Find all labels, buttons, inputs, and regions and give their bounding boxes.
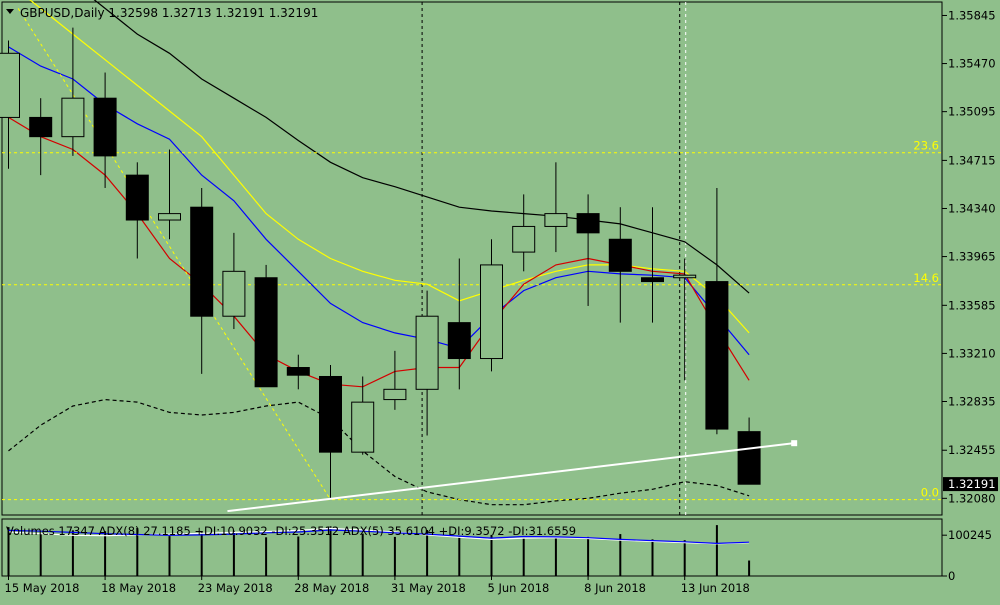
candle-body-bear — [286, 367, 310, 376]
chart-grid — [1, 1, 943, 577]
x-tick-label: 23 May 2018 — [198, 581, 273, 595]
fibonacci-level-label: 23.6 — [913, 139, 939, 153]
current-price-marker — [943, 477, 998, 492]
candle[interactable] — [93, 72, 117, 188]
overlays: 1.32191 — [227, 440, 998, 513]
y-tick-label: 1.35470 — [948, 57, 996, 71]
y-tick-label: 1.35845 — [948, 8, 996, 22]
symbol-header: GBPUSD,Daily 1.32598 1.32713 1.32191 1.3… — [20, 6, 318, 20]
candle[interactable] — [737, 417, 761, 485]
candle-body-bear — [737, 431, 761, 485]
x-tick-label: 8 Jun 2018 — [584, 581, 646, 595]
adx-line-blue — [8, 529, 750, 545]
main-plot-frame — [1, 1, 943, 516]
moving-average-black — [93, 0, 750, 294]
y-tick-label: 1.33965 — [948, 250, 996, 264]
fibonacci-levels: 23.6 14.6 0.0 — [2, 8, 942, 501]
candles — [0, 27, 761, 500]
x-tick-label: 31 May 2018 — [391, 581, 466, 595]
candle-body-bull — [0, 52, 20, 118]
candle-body-bear — [125, 174, 149, 221]
candle[interactable] — [351, 376, 375, 455]
candle-body-bear — [190, 206, 214, 317]
candle-body-bear — [29, 116, 53, 138]
candle[interactable] — [222, 232, 246, 330]
candle-body-bull — [415, 315, 439, 390]
candle-body-bear — [254, 277, 278, 388]
candle[interactable] — [576, 194, 600, 306]
candle-body-bear — [576, 213, 600, 234]
candle[interactable] — [641, 207, 664, 323]
y-tick-label: 1.33585 — [948, 298, 996, 312]
candle[interactable] — [286, 354, 310, 390]
candle-body-bear — [93, 97, 117, 157]
y-tick-label: 1.34340 — [948, 201, 996, 215]
candle-body-bull — [351, 401, 375, 453]
candle-body-bear — [705, 281, 729, 430]
candle[interactable] — [61, 27, 85, 156]
y-tick-label: 1.34715 — [948, 153, 996, 167]
candle[interactable] — [544, 162, 568, 253]
fibonacci-level-label: 14.6 — [913, 271, 939, 285]
volume-panel-header: Volumes 17347 ADX(8) 27.1185 +DI:10.9032… — [6, 524, 576, 538]
candle[interactable] — [319, 364, 342, 500]
candle[interactable] — [0, 40, 20, 169]
x-tick-label: 5 Jun 2018 — [488, 581, 550, 595]
x-tick-label: 13 Jun 2018 — [681, 581, 750, 595]
candle-body-bull — [480, 264, 503, 360]
candle-body-bull — [61, 97, 85, 138]
candle[interactable] — [383, 350, 407, 410]
candle-body-bear — [641, 277, 664, 283]
volume-plot-frame — [1, 518, 943, 577]
x-tick-label: 15 May 2018 — [5, 581, 80, 595]
volume-y-tick-label: 0 — [948, 569, 955, 583]
candle[interactable] — [125, 162, 149, 259]
candle[interactable] — [608, 207, 632, 323]
envelope-lower-band — [8, 398, 750, 506]
candle[interactable] — [254, 264, 278, 388]
x-tick-label: 18 May 2018 — [101, 581, 176, 595]
y-tick-label: 1.32455 — [948, 443, 996, 457]
candle-body-bear — [447, 322, 471, 360]
y-tick-label: 1.32835 — [948, 394, 996, 408]
trend-line-handle[interactable] — [791, 440, 798, 447]
candle-body-bull — [383, 388, 407, 401]
y-tick-label: 1.33210 — [948, 346, 996, 360]
candle[interactable] — [158, 149, 181, 240]
axes: 1.35845 1.35470 1.35095 1.34715 1.34340 1.339… — [5, 8, 996, 595]
fibonacci-trend-line — [17, 8, 331, 500]
candle-body-bull — [158, 213, 181, 221]
y-tick-label: 1.32080 — [948, 491, 996, 505]
y-tick-label: 1.35095 — [948, 105, 996, 119]
moving-average-blue — [8, 46, 750, 356]
candle[interactable] — [480, 239, 503, 372]
fibonacci-level-label: 0.0 — [921, 486, 939, 500]
adx-line-white — [8, 527, 750, 545]
trend-line[interactable] — [227, 442, 795, 513]
candle[interactable] — [415, 290, 439, 436]
current-price-label: 1.32191 — [948, 477, 996, 491]
dropdown-triangle-icon[interactable] — [6, 9, 14, 14]
candle[interactable] — [673, 258, 697, 381]
candle[interactable] — [190, 187, 214, 374]
candle[interactable] — [29, 98, 53, 176]
candle-body-bull — [222, 270, 246, 317]
volume-panel — [7, 525, 751, 576]
x-tick-label: 28 May 2018 — [294, 581, 369, 595]
candle-body-bull — [512, 225, 536, 253]
volume-y-tick-label: 100245 — [948, 528, 992, 542]
candle[interactable] — [447, 258, 471, 390]
candle-body-bear — [608, 238, 632, 272]
candle-body-bull — [544, 213, 568, 227]
candle-body-bull — [673, 274, 697, 279]
candle-body-bear — [319, 375, 342, 453]
candle[interactable] — [512, 194, 536, 272]
candle[interactable] — [705, 187, 729, 435]
